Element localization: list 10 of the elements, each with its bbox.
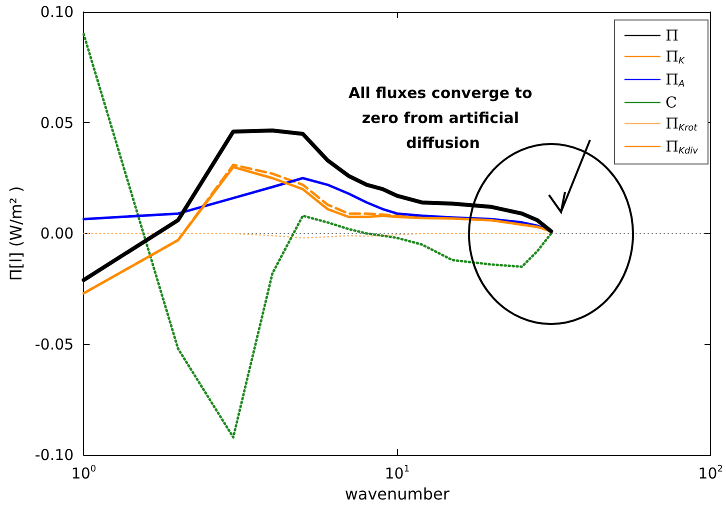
y-tick-label: -0.05 (34, 335, 74, 354)
annotation: All fluxes converge to zero from artificial diffusion (348, 84, 538, 152)
legend-label: Π (665, 26, 679, 44)
y-tick-label: 0.10 (40, 3, 74, 21)
x-axis-title: wavenumber (344, 484, 450, 504)
legend-label: C (665, 94, 677, 112)
y-axis-title: Π[l] (W/m² ) (6, 186, 26, 281)
y-tick-label: -0.10 (34, 446, 74, 464)
y-tick-label: 0.00 (40, 224, 74, 242)
y-tick-label: 0.05 (40, 114, 74, 132)
